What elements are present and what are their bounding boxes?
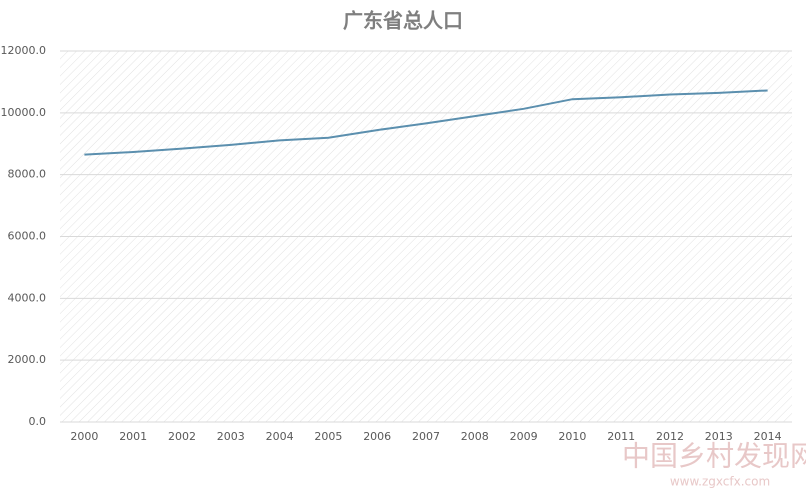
y-tick-label: 12000.0	[1, 44, 47, 57]
x-tick-label: 2008	[461, 430, 489, 443]
y-tick-label: 2000.0	[8, 353, 47, 366]
watermark: www.zgxcfx.com	[670, 475, 770, 489]
x-tick-label: 2012	[656, 430, 684, 443]
x-tick-label: 2000	[70, 430, 98, 443]
x-tick-label: 2007	[412, 430, 440, 443]
y-tick-label: 8000.0	[8, 168, 47, 181]
x-tick-label: 2001	[119, 430, 147, 443]
chart-title: 广东省总人口	[343, 9, 463, 33]
y-tick-label: 0.0	[29, 415, 47, 428]
x-tick-label: 2013	[705, 430, 733, 443]
y-tick-label: 10000.0	[1, 106, 47, 119]
y-tick-label: 6000.0	[8, 230, 47, 243]
x-tick-label: 2005	[314, 430, 342, 443]
watermark: 中国乡村发现网	[622, 440, 806, 473]
x-tick-label: 2011	[607, 430, 635, 443]
data-line	[84, 89, 768, 156]
x-tick-label: 2014	[754, 430, 782, 443]
x-tick-label: 2009	[510, 430, 538, 443]
x-tick-label: 2003	[217, 430, 245, 443]
x-tick-label: 2006	[363, 430, 391, 443]
x-tick-label: 2002	[168, 430, 196, 443]
x-tick-label: 2004	[266, 430, 294, 443]
x-tick-label: 2010	[558, 430, 586, 443]
y-tick-label: 4000.0	[8, 291, 47, 304]
